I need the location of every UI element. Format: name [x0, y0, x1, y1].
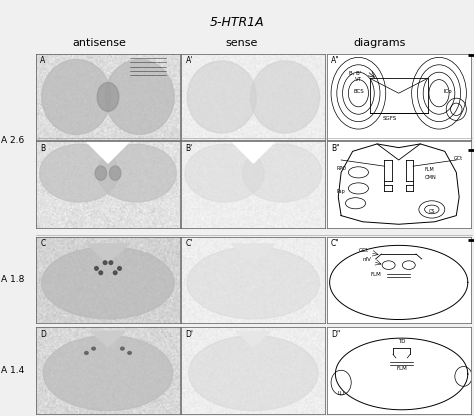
Text: D": D" — [331, 329, 340, 339]
Text: A: A — [40, 56, 46, 65]
Text: A 1.4: A 1.4 — [1, 366, 25, 374]
Ellipse shape — [187, 247, 319, 319]
Text: B': B' — [186, 144, 193, 153]
Text: diagrams: diagrams — [353, 38, 405, 48]
Text: C: C — [40, 239, 46, 248]
Text: CS: CS — [428, 209, 435, 214]
Text: GCt: GCt — [359, 248, 369, 253]
Ellipse shape — [42, 247, 174, 319]
Ellipse shape — [95, 267, 98, 270]
Ellipse shape — [84, 352, 88, 354]
Ellipse shape — [105, 59, 174, 134]
Text: FLM: FLM — [396, 366, 407, 371]
Ellipse shape — [97, 82, 119, 111]
Ellipse shape — [40, 144, 119, 202]
Text: D: D — [40, 329, 46, 339]
Text: antisense: antisense — [73, 38, 127, 48]
Text: OMN: OMN — [425, 175, 437, 180]
Text: BCS: BCS — [353, 89, 364, 94]
Polygon shape — [91, 331, 125, 347]
Text: A": A" — [331, 56, 340, 65]
Text: GCt: GCt — [454, 156, 463, 161]
Ellipse shape — [120, 347, 124, 350]
Ellipse shape — [109, 166, 121, 181]
Ellipse shape — [128, 352, 131, 354]
Bar — [370, 78, 428, 113]
Text: nIV: nIV — [363, 258, 372, 262]
Polygon shape — [236, 331, 271, 347]
Ellipse shape — [99, 271, 102, 275]
Text: TD: TD — [398, 339, 405, 344]
Ellipse shape — [185, 144, 264, 202]
Ellipse shape — [118, 267, 121, 270]
Text: D': D' — [186, 329, 194, 339]
Ellipse shape — [92, 347, 95, 350]
Text: SGFS: SGFS — [383, 116, 397, 121]
Text: FLM: FLM — [370, 272, 381, 277]
Text: C': C' — [186, 239, 193, 248]
Ellipse shape — [187, 61, 256, 133]
Text: RPO: RPO — [336, 166, 346, 171]
Ellipse shape — [42, 59, 111, 134]
Text: C": C" — [331, 239, 340, 248]
Text: B, B': B, B' — [349, 71, 362, 76]
Ellipse shape — [97, 144, 176, 202]
Text: B": B" — [331, 144, 340, 153]
Ellipse shape — [250, 61, 319, 133]
Polygon shape — [232, 141, 275, 163]
Text: A 2.6: A 2.6 — [1, 136, 25, 145]
Text: VT: VT — [355, 77, 362, 82]
Text: LLi: LLi — [337, 391, 345, 396]
Text: ICo: ICo — [443, 89, 452, 94]
Ellipse shape — [243, 144, 322, 202]
Ellipse shape — [113, 271, 117, 275]
Text: 5-HTR1A: 5-HTR1A — [210, 16, 264, 29]
Polygon shape — [86, 244, 129, 262]
Text: A 1.8: A 1.8 — [1, 275, 25, 284]
Ellipse shape — [43, 336, 173, 411]
Ellipse shape — [95, 166, 107, 181]
Text: B: B — [40, 144, 46, 153]
Ellipse shape — [103, 261, 107, 265]
Polygon shape — [86, 141, 129, 163]
Ellipse shape — [109, 261, 113, 265]
Ellipse shape — [189, 336, 318, 411]
Text: Pap: Pap — [337, 189, 346, 194]
Text: sense: sense — [226, 38, 258, 48]
Polygon shape — [232, 244, 275, 262]
Text: FLM: FLM — [425, 167, 434, 172]
Text: A': A' — [186, 56, 193, 65]
